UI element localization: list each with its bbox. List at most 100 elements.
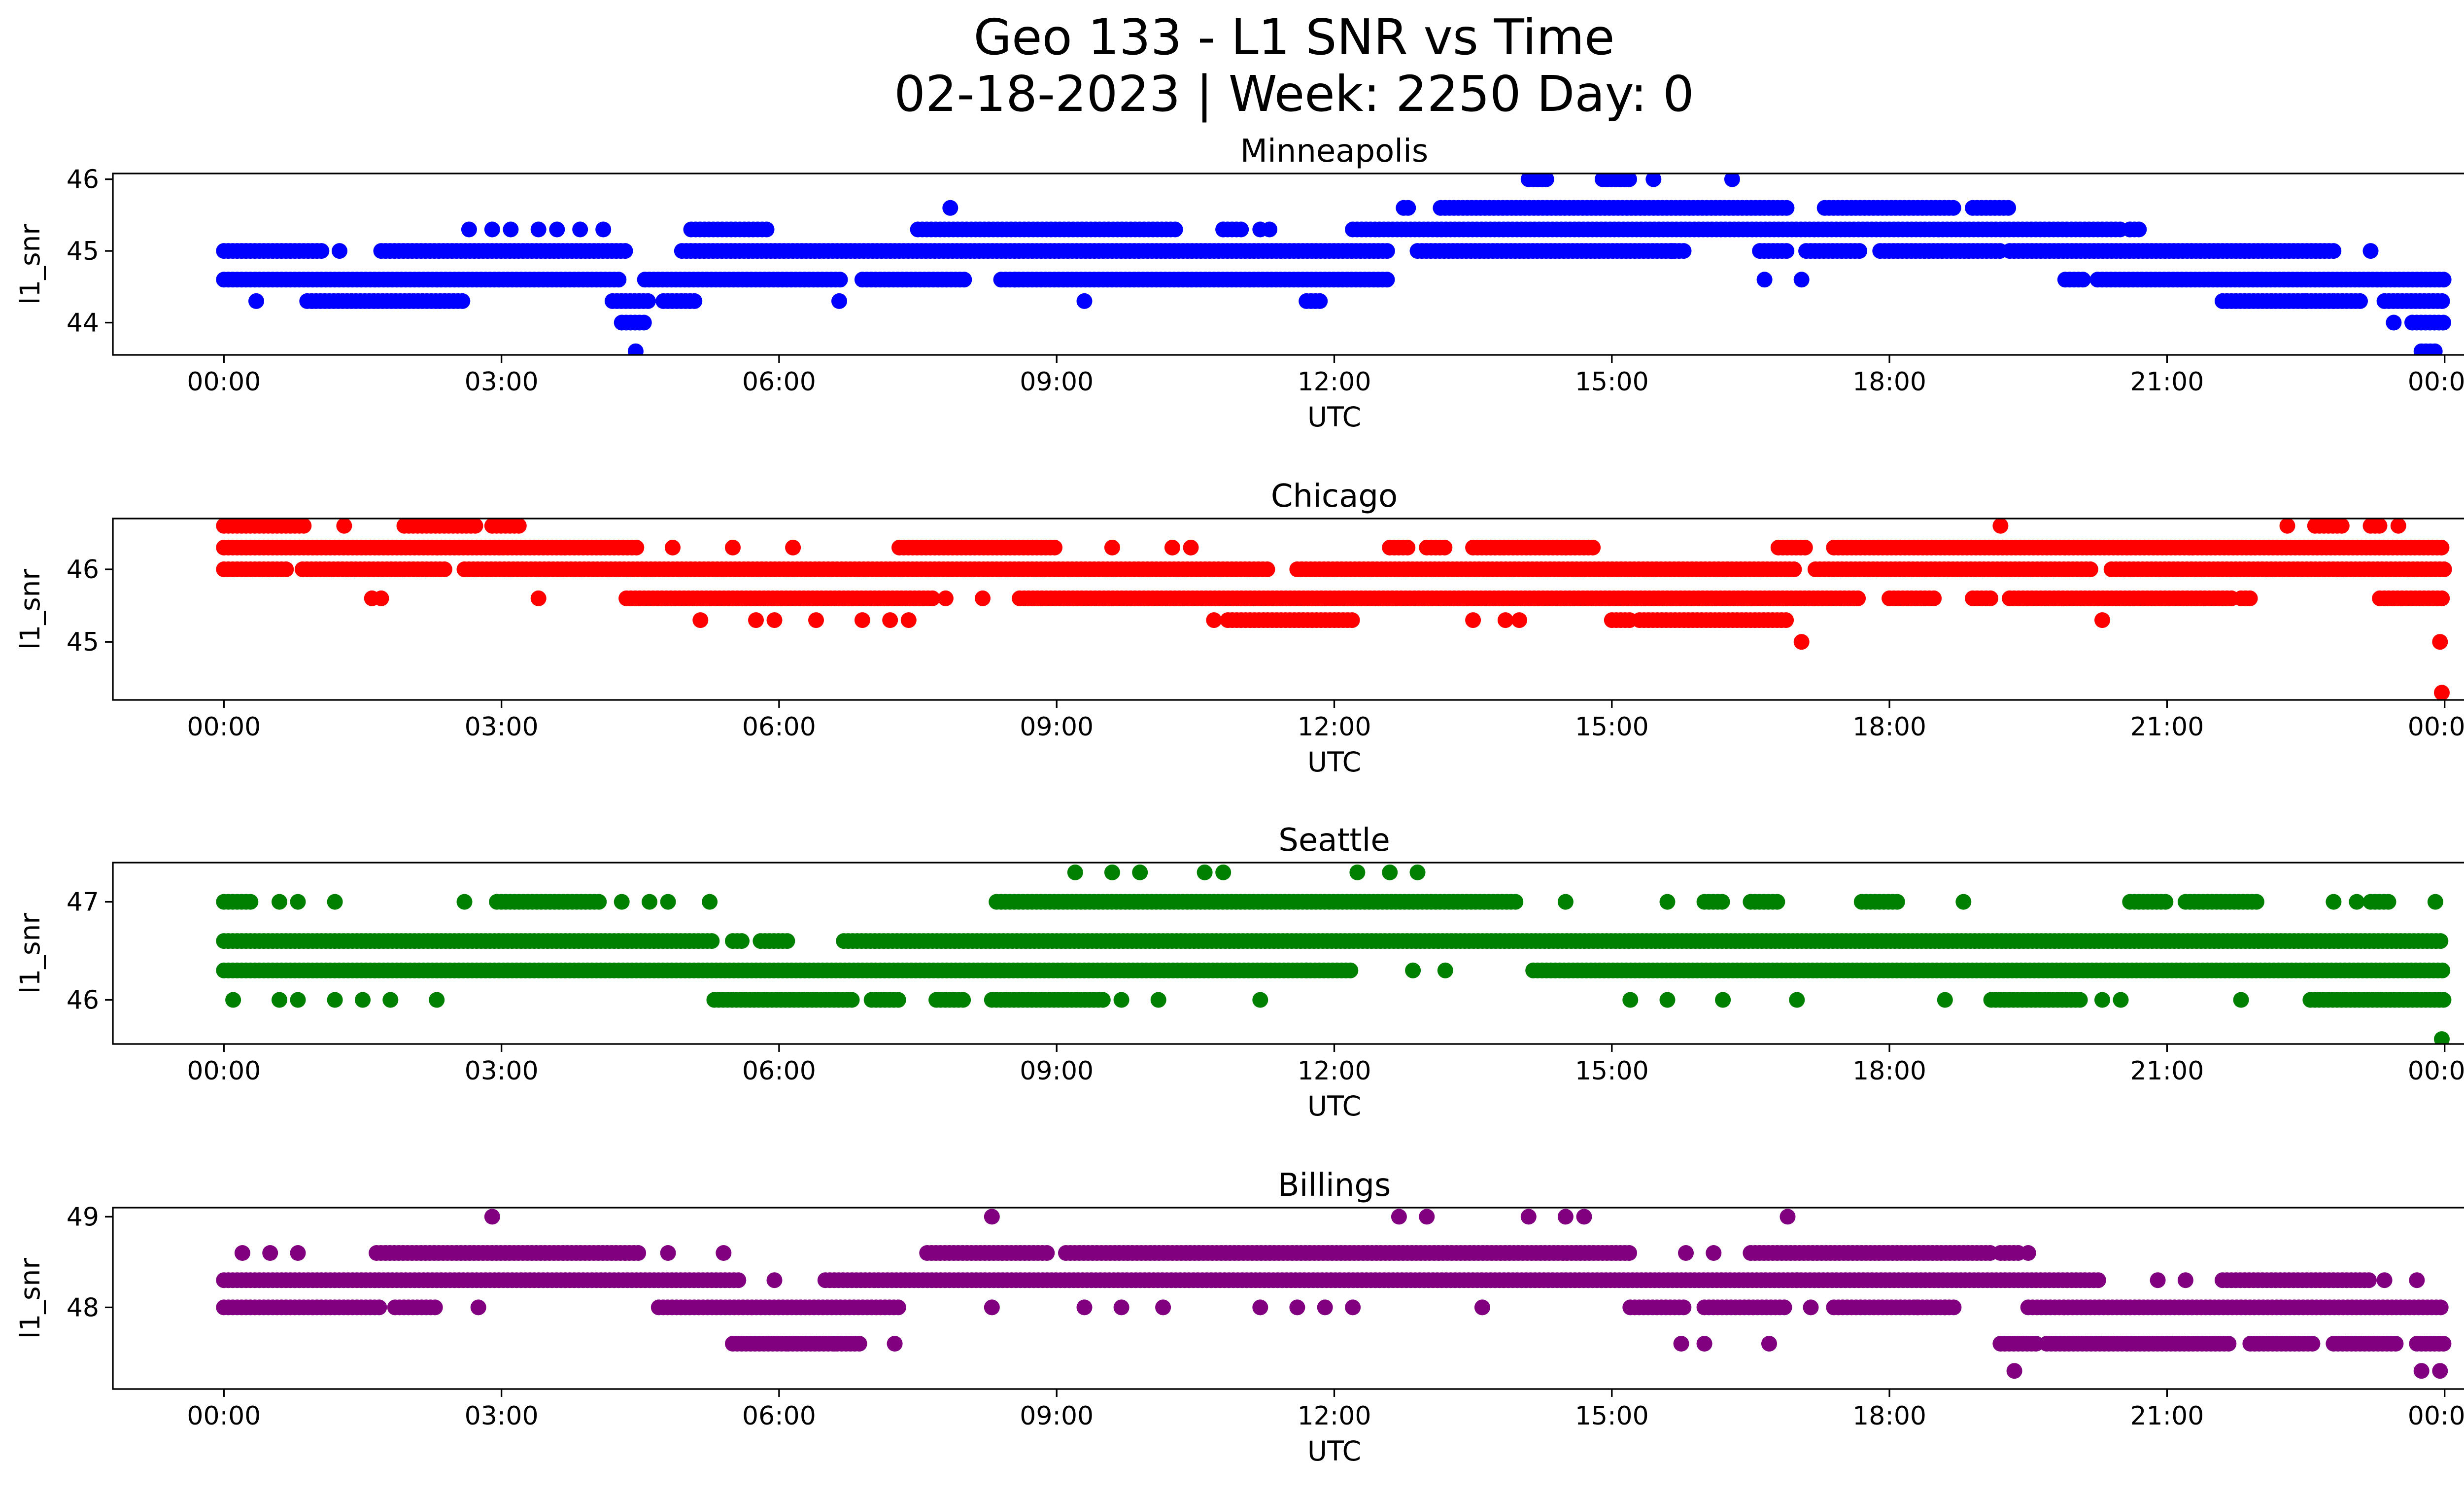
seattle-x-tick-label: 03:00 <box>465 1056 539 1086</box>
seattle-point <box>327 894 343 910</box>
chicago-point <box>2094 612 2110 628</box>
chicago-point <box>1259 561 1275 577</box>
billings-point <box>2361 1272 2377 1288</box>
minneapolis-point <box>758 221 775 238</box>
seattle-point <box>2380 894 2396 910</box>
seattle-point <box>1067 864 1083 880</box>
chicago-point <box>2436 561 2452 577</box>
minneapolis-point <box>1538 174 1554 187</box>
seattle-x-tick-label: 09:00 <box>1020 1056 1094 1086</box>
seattle-point <box>456 894 473 910</box>
seattle-panel-title: Seattle <box>1278 822 1390 859</box>
minneapolis-point <box>2435 272 2452 288</box>
billings-panel-title: Billings <box>1278 1167 1391 1204</box>
seattle-point <box>2434 1031 2450 1044</box>
minneapolis-point <box>832 272 848 288</box>
seattle-point <box>290 894 306 910</box>
seattle-point <box>272 992 287 1008</box>
seattle-point <box>1215 864 1232 880</box>
seattle-point <box>2157 894 2174 910</box>
chicago-point <box>748 612 764 628</box>
minneapolis-point <box>1379 243 1395 259</box>
chicago-x-tick-label: 09:00 <box>1020 712 1094 742</box>
seattle-point <box>955 992 971 1008</box>
seattle-point <box>1095 992 1111 1008</box>
seattle-point <box>1769 894 1785 910</box>
seattle-x-tick-label: 15:00 <box>1575 1056 1649 1086</box>
billings-point <box>2090 1272 2106 1288</box>
chicago-point <box>2333 519 2350 534</box>
chicago-point <box>1465 612 1481 628</box>
billings-data-points <box>216 1209 2452 1379</box>
chicago-point <box>854 612 870 628</box>
chicago-point <box>2082 561 2098 577</box>
minneapolis-point <box>2298 293 2314 309</box>
minneapolis-point <box>2362 243 2379 259</box>
figure-title-line2: 02-18-2023 | Week: 2250 Day: 0 <box>894 65 1694 123</box>
seattle-point <box>1659 992 1676 1008</box>
minneapolis-point <box>484 221 500 238</box>
minneapolis-point <box>1312 293 1328 309</box>
seattle-point <box>2427 894 2443 910</box>
seattle-point <box>1889 894 1905 910</box>
minneapolis-point <box>1215 221 1232 238</box>
seattle-point <box>734 933 750 949</box>
seattle-x-tick-label: 18:00 <box>1852 1056 1926 1086</box>
minneapolis-point <box>1400 200 1416 216</box>
billings-point <box>1039 1245 1055 1261</box>
chicago-point <box>1797 539 1813 556</box>
minneapolis-point <box>1076 293 1093 309</box>
minneapolis-point <box>2427 343 2443 355</box>
minneapolis-point <box>617 243 633 259</box>
minneapolis-point <box>332 243 347 259</box>
seattle-point <box>2248 894 2264 910</box>
chicago-x-tick-label: 21:00 <box>2130 712 2204 742</box>
minneapolis-point <box>2352 293 2368 309</box>
chicago-x-tick-label: 06:00 <box>742 712 816 742</box>
seattle-y-tick-label: 46 <box>67 985 99 1015</box>
minneapolis-x-tick-label: 06:00 <box>742 367 816 397</box>
minneapolis-point <box>2122 221 2138 238</box>
minneapolis-x-axis-label: UTC <box>1307 401 1361 433</box>
seattle-point <box>2349 894 2365 910</box>
seattle-point <box>1405 962 1421 978</box>
chicago-point <box>937 590 954 606</box>
chicago-point <box>2434 590 2450 606</box>
seattle-point <box>591 894 607 910</box>
seattle-point <box>242 894 259 910</box>
minneapolis-point <box>1664 243 1680 259</box>
minneapolis-y-tick-label: 46 <box>67 165 99 195</box>
chicago-point <box>628 539 645 556</box>
minneapolis-point <box>1379 272 1395 288</box>
chicago-point <box>1793 634 1810 650</box>
seattle-point <box>890 992 906 1008</box>
minneapolis-point <box>686 293 703 309</box>
seattle-point <box>1150 992 1166 1008</box>
minneapolis-point <box>1945 200 1961 216</box>
minneapolis-point <box>1793 272 1810 288</box>
minneapolis-point <box>956 272 972 288</box>
seattle-point <box>2434 962 2451 978</box>
chicago-point <box>1497 612 1513 628</box>
billings-point <box>2432 1299 2449 1316</box>
billings-point <box>1676 1299 1692 1316</box>
seattle-point <box>660 894 676 910</box>
chicago-point <box>530 590 547 606</box>
chicago-x-tick-label: 03:00 <box>465 712 539 742</box>
chicago-x-tick-label: 15:00 <box>1575 712 1649 742</box>
billings-point <box>730 1272 747 1288</box>
minneapolis-point <box>1756 272 1773 288</box>
seattle-x-tick-label: 12:00 <box>1298 1056 1371 1086</box>
seattle-point <box>1937 992 1953 1008</box>
figure-title-line1: Geo 133 - L1 SNR vs Time <box>974 8 1615 66</box>
seattle-x-tick-label: 00:00 <box>2408 1056 2464 1086</box>
minneapolis-panel-title: Minneapolis <box>1240 133 1428 170</box>
chicago-point <box>924 590 941 606</box>
seattle-point <box>2113 992 2129 1008</box>
billings-point <box>1776 1299 1792 1316</box>
minneapolis-point <box>1779 243 1795 259</box>
chicago-x-tick-label: 18:00 <box>1852 712 1926 742</box>
seattle-point <box>272 894 287 910</box>
